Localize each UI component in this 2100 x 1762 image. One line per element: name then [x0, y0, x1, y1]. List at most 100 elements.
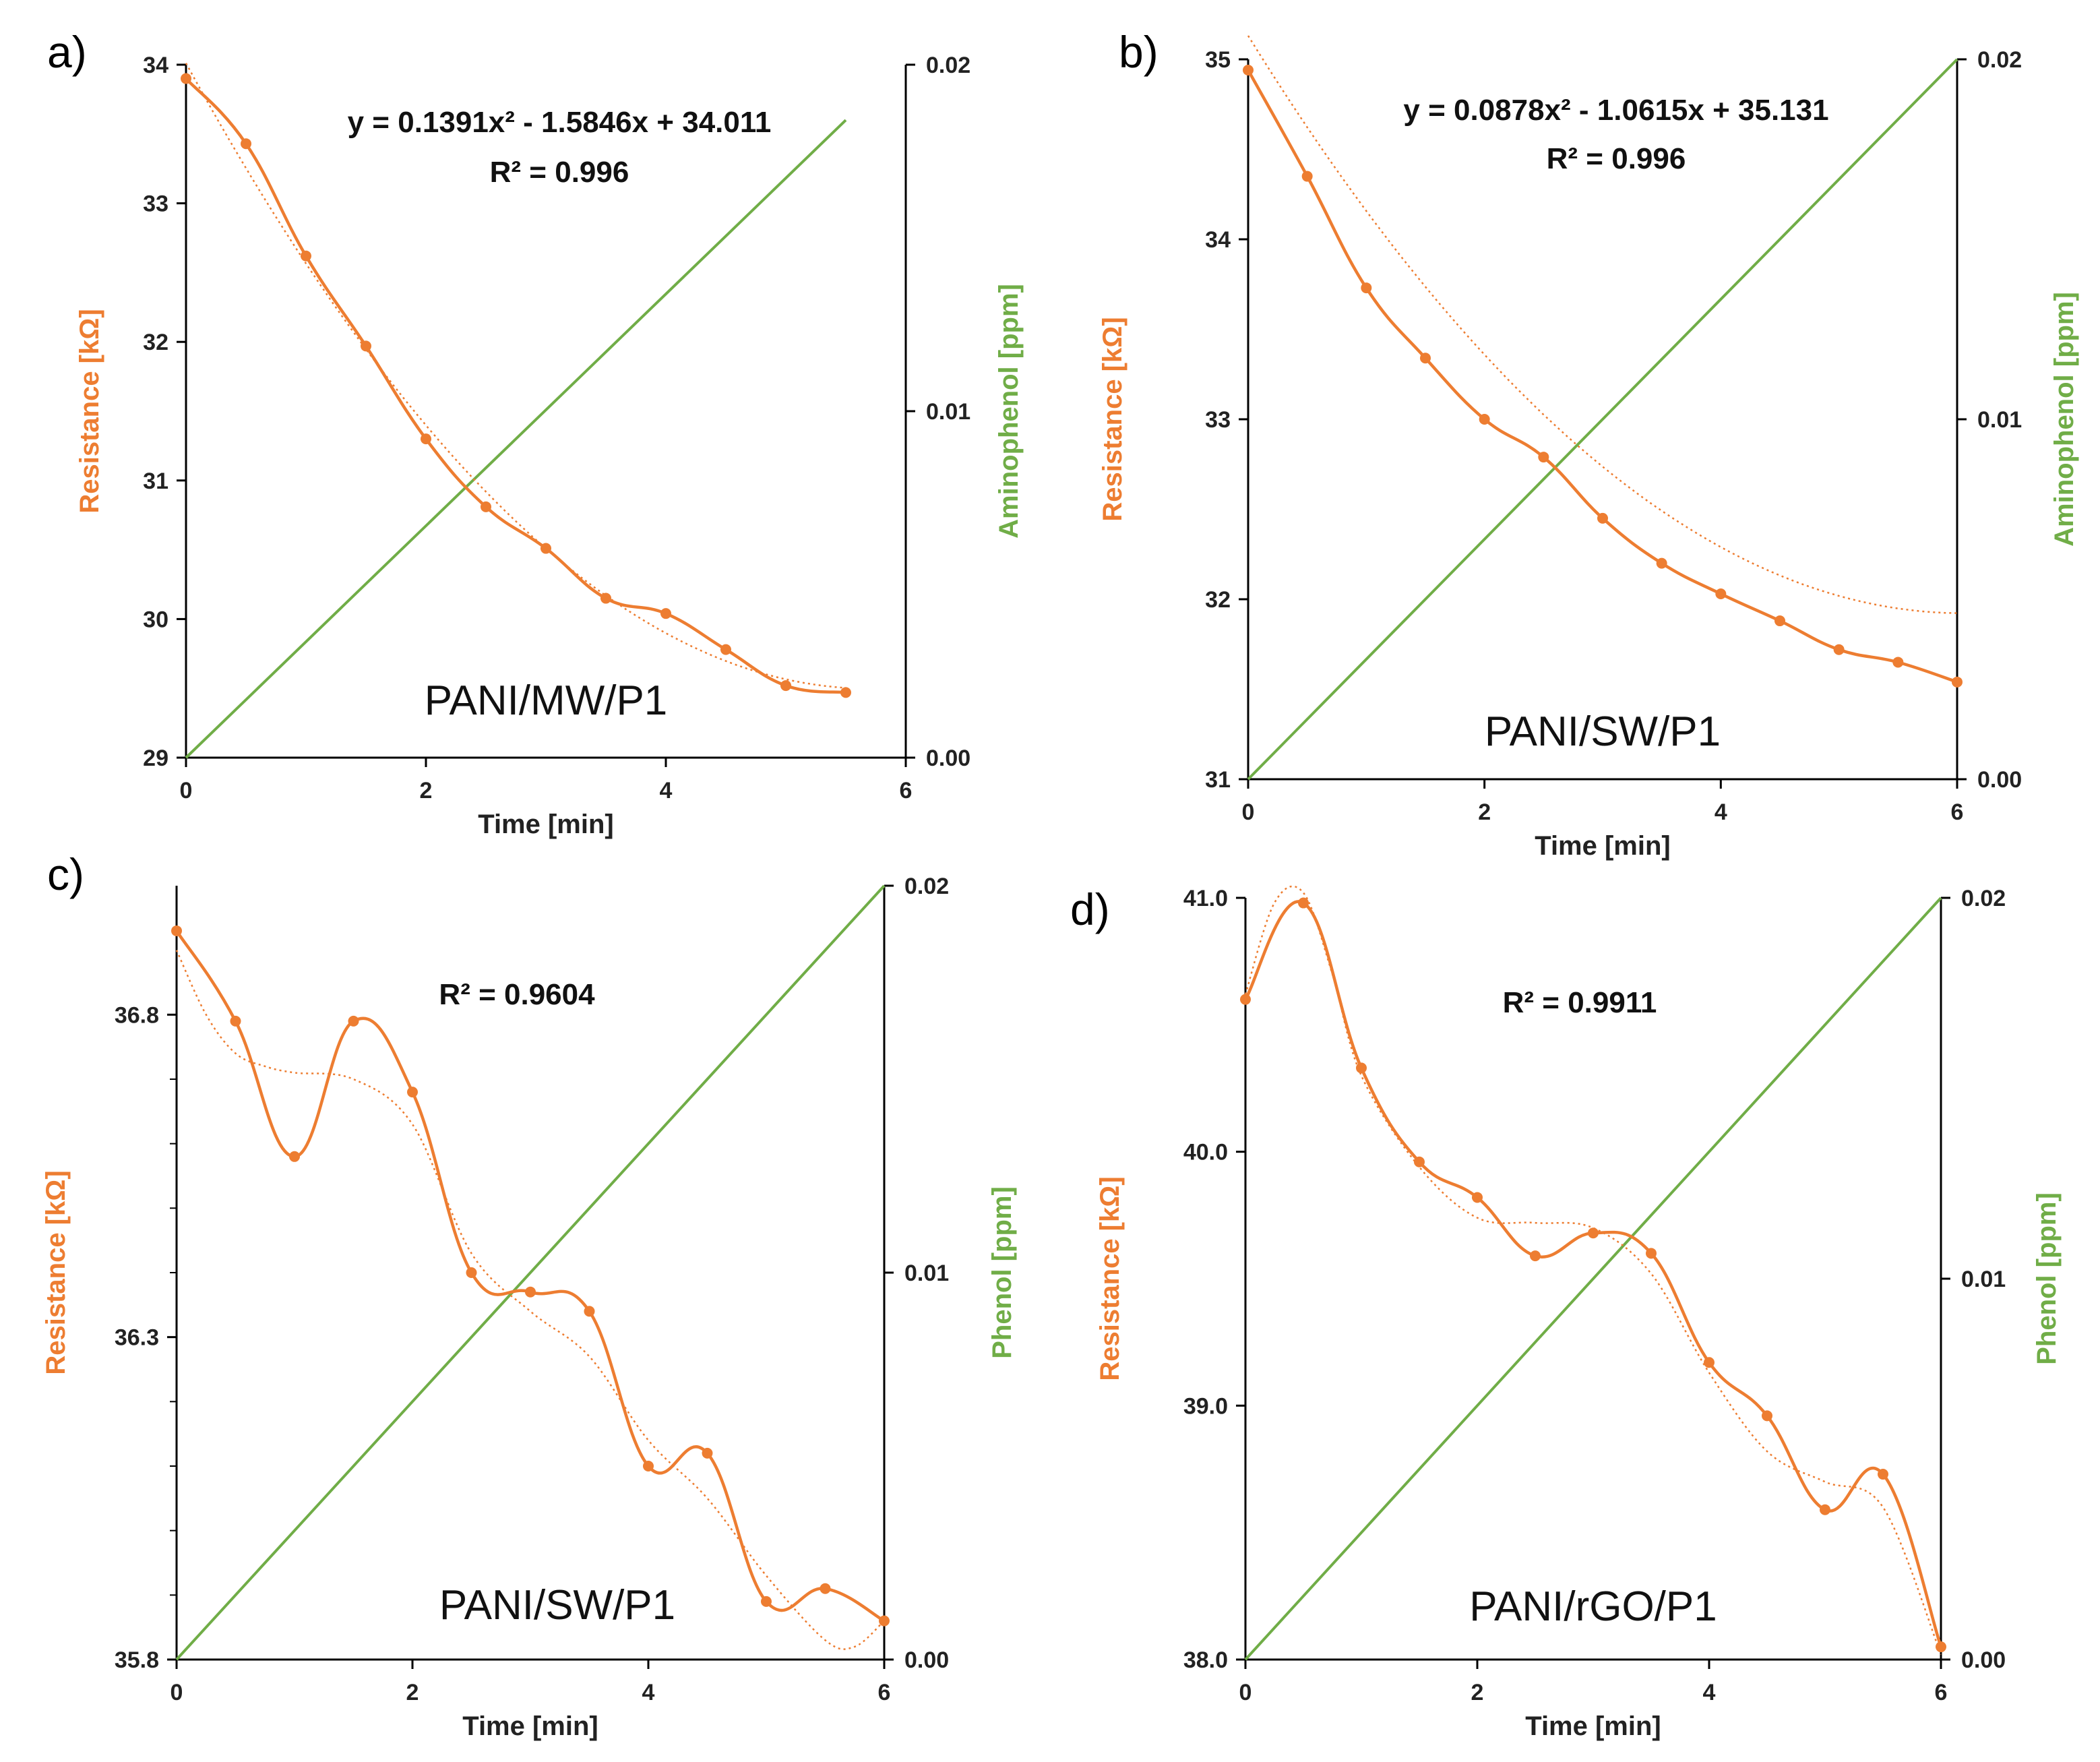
y-axis-title: Resistance [kΩ] [1095, 1176, 1125, 1380]
x-tick-label: 0 [171, 1680, 183, 1705]
y-tick-label: 32 [1205, 587, 1231, 613]
data-point [1597, 512, 1608, 524]
y2-tick-label: 0.01 [1977, 407, 2022, 433]
data-point [1530, 1250, 1541, 1262]
data-point [584, 1306, 595, 1317]
data-point [1356, 1062, 1367, 1074]
y-tick-label: 36.8 [115, 1002, 159, 1028]
panel-label: d) [1070, 884, 1110, 934]
trendline [1247, 35, 1958, 614]
data-point [780, 680, 791, 692]
y-tick-label: 40.0 [1183, 1140, 1228, 1165]
x-tick-label: 0 [1242, 799, 1255, 825]
y-tick-label: 33 [143, 191, 168, 217]
data-point [348, 1015, 359, 1027]
data-point [421, 433, 431, 445]
x-tick-label: 2 [420, 778, 433, 803]
y-tick-label: 31 [1205, 767, 1231, 793]
data-point [1588, 1227, 1599, 1239]
y-tick-label: 34 [143, 53, 168, 78]
data-point [761, 1596, 772, 1607]
y-tick-label: 36.3 [115, 1325, 159, 1351]
data-point [720, 644, 731, 655]
x-tick-label: 6 [1951, 799, 1964, 825]
panel-label: c) [47, 849, 84, 899]
y-tick-label: 35.8 [115, 1647, 159, 1673]
x-tick-label: 0 [1239, 1680, 1252, 1705]
data-point [702, 1447, 713, 1459]
data-point [181, 73, 191, 84]
y-tick-label: 34 [1205, 227, 1231, 253]
data-point [525, 1286, 536, 1298]
y-tick-label: 30 [143, 607, 168, 632]
x-tick-label: 2 [406, 1680, 419, 1705]
data-point [1361, 282, 1372, 294]
series-line-resistance [1247, 69, 1958, 683]
data-point [466, 1267, 477, 1278]
data-point [407, 1087, 418, 1098]
r-squared: R² = 0.9604 [439, 978, 595, 1011]
data-point [820, 1583, 831, 1594]
y2-tick-label: 0.01 [926, 399, 970, 425]
y-tick-label: 31 [143, 468, 168, 494]
x-tick-label: 4 [660, 778, 673, 803]
series-line-analyte [185, 119, 847, 759]
data-point [241, 138, 251, 150]
series-line-analyte [175, 884, 886, 1661]
data-point [1704, 1357, 1715, 1368]
series-line-resistance [1244, 900, 1943, 1647]
y2-tick-label: 0.01 [904, 1260, 949, 1286]
data-point [1878, 1469, 1888, 1480]
y2-tick-label: 0.01 [1961, 1267, 2006, 1292]
y2-tick-label: 0.00 [1961, 1647, 2006, 1673]
data-point [1656, 557, 1667, 569]
data-point [361, 340, 371, 352]
data-point [230, 1015, 241, 1027]
data-point [840, 687, 851, 698]
r-squared: R² = 0.996 [490, 156, 629, 189]
x-tick-label: 6 [878, 1680, 891, 1705]
data-point [1936, 1641, 1946, 1653]
data-point [1646, 1248, 1657, 1259]
y2-tick-label: 0.02 [904, 874, 949, 899]
panel-label: a) [47, 27, 87, 77]
y-axis-title: Resistance [kΩ] [1098, 317, 1128, 521]
data-point [1420, 353, 1431, 364]
data-point [1472, 1192, 1483, 1203]
trendline [185, 63, 846, 689]
data-point [1301, 171, 1313, 182]
data-point [1243, 65, 1254, 76]
x-tick-label: 4 [1715, 799, 1727, 825]
x-axis-title: Time [min] [1525, 1711, 1661, 1741]
sample-label: PANI/rGO/P1 [1469, 1583, 1717, 1630]
y-tick-label: 33 [1205, 407, 1231, 433]
data-point [1833, 644, 1845, 655]
r-squared: R² = 0.996 [1547, 142, 1686, 175]
x-axis-title: Time [min] [1535, 831, 1671, 861]
y2-axis-title: Phenol [ppm] [987, 1186, 1017, 1359]
x-axis-title: Time [min] [478, 810, 614, 839]
data-point [1820, 1504, 1830, 1515]
series-line-analyte [1247, 58, 1958, 781]
data-point [481, 501, 491, 512]
data-point [171, 925, 182, 936]
sample-label: PANI/MW/P1 [425, 677, 668, 724]
data-point [1715, 588, 1727, 599]
data-point [1298, 897, 1309, 909]
data-point [660, 608, 671, 619]
series-line-resistance [175, 930, 886, 1622]
data-point [1538, 452, 1549, 463]
y2-tick-label: 0.00 [926, 746, 970, 771]
y-tick-label: 29 [143, 746, 168, 771]
data-point [1774, 615, 1785, 627]
y-tick-label: 38.0 [1183, 1647, 1228, 1673]
y-axis-title: Resistance [kΩ] [75, 309, 104, 513]
y-tick-label: 32 [143, 330, 168, 355]
y2-tick-label: 0.00 [1977, 767, 2022, 793]
data-point [289, 1151, 300, 1162]
y2-tick-label: 0.00 [904, 1647, 949, 1673]
sample-label: PANI/SW/P1 [439, 1582, 675, 1629]
y2-tick-label: 0.02 [1961, 886, 2006, 911]
y-axis-title: Resistance [kΩ] [41, 1170, 71, 1374]
